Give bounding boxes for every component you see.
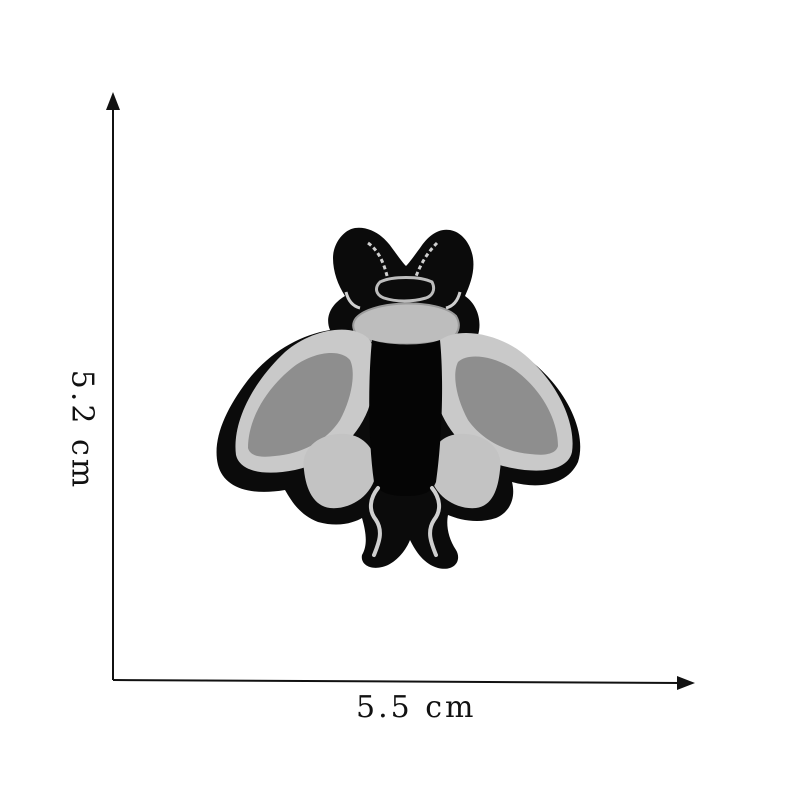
antennae bbox=[367, 241, 439, 283]
right-lower-wing bbox=[429, 433, 501, 509]
fly-body bbox=[369, 340, 443, 496]
fly-legs bbox=[369, 486, 441, 557]
horizontal-axis-arrow bbox=[677, 676, 695, 690]
height-dimension-label: 5.2 cm bbox=[64, 369, 100, 491]
width-dimension-label: 5.5 cm bbox=[356, 690, 477, 725]
left-lower-wing bbox=[303, 433, 377, 509]
horizontal-axis-line bbox=[112, 679, 683, 684]
fly-head bbox=[344, 276, 462, 310]
vertical-axis-arrow bbox=[106, 92, 120, 110]
